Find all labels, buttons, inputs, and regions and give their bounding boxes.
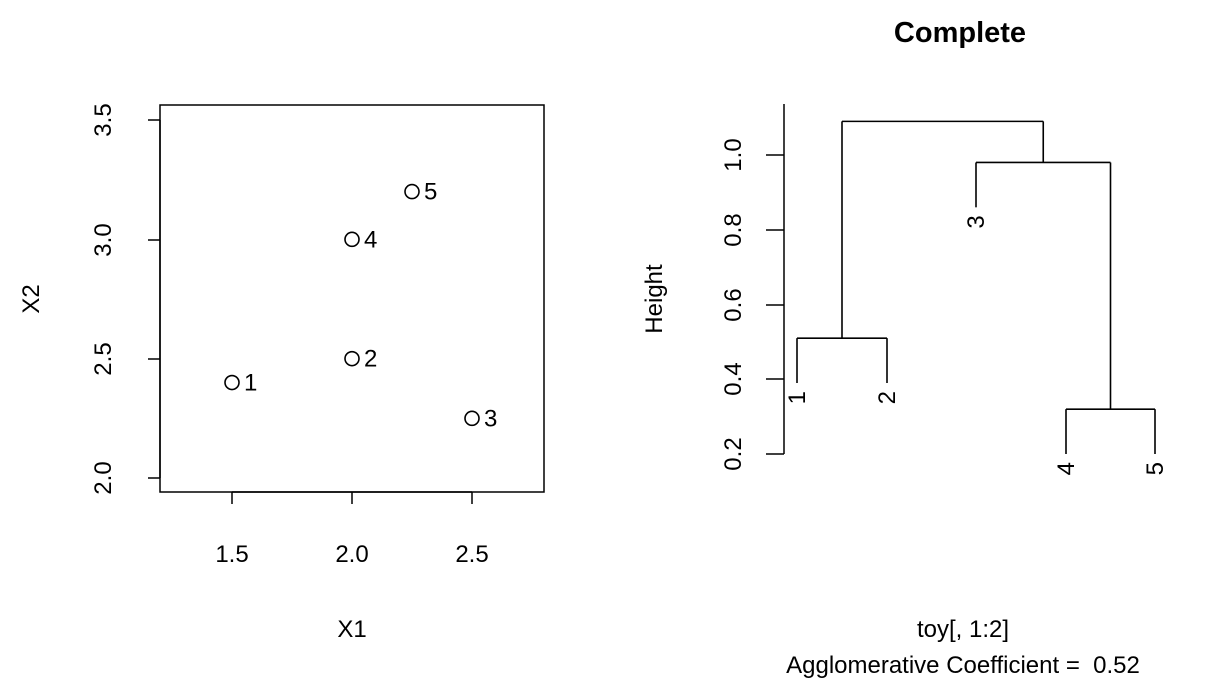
dendrogram-y-axis: 0.2 0.4 0.6 0.8 1.0 Height [641,104,785,471]
scatter-point-label: 5 [424,179,437,206]
scatter-x-axis-label: X1 [337,616,366,643]
scatter-y-tick-label: 3.5 [90,103,117,136]
scatter-point [224,374,240,391]
scatter-x-tick-label: 1.5 [215,541,248,568]
scatter-point-label: 1 [244,370,257,397]
dendrogram-leaf-label: 5 [1142,462,1169,475]
scatter-x-tick-label: 2.5 [455,541,488,568]
scatter-y-tick-label: 3.0 [90,223,117,256]
dendrogram-y-tick-label: 1.0 [720,138,747,171]
dendrogram-leaf-label: 1 [784,391,811,404]
dendrogram-y-axis-label: Height [641,264,668,334]
scatter-plot: 1.5 2.0 2.5 X1 2.0 2.5 3.0 3.5 X2 1 2 3 4 5 [18,103,545,643]
dendrogram-title: Complete [894,17,1026,49]
scatter-point-label: 4 [364,226,377,253]
scatter-y-axis: 2.0 2.5 3.0 3.5 X2 [18,103,161,495]
scatter-plot-box [159,104,545,493]
dendrogram-branches [796,120,1156,454]
scatter-x-tick-label: 2.0 [335,541,368,568]
dendrogram-x-axis-label: toy[, 1:2] [917,616,1009,643]
agglomerative-coefficient: Agglomerative Coefficient = 0.52 [786,652,1140,679]
scatter-x-axis: 1.5 2.0 2.5 X1 [215,491,489,643]
scatter-y-tick-label: 2.0 [90,461,117,494]
scatter-y-tick-label: 2.5 [90,342,117,375]
dendrogram-leaf-label: 2 [874,391,901,404]
dendrogram-y-tick-label: 0.4 [720,362,747,395]
scatter-point [464,410,480,427]
scatter-point [344,350,360,367]
scatter-y-axis-label: X2 [18,284,45,313]
dendrogram-y-tick-label: 0.2 [720,437,747,470]
scatter-point [404,183,420,200]
dendrogram-y-tick-label: 0.6 [720,288,747,321]
scatter-points: 1 2 3 4 5 [224,179,497,432]
dendrogram-leaf-label: 3 [963,215,990,228]
dendrogram-leaves: 4 5 1 2 3 [784,215,1169,475]
dendrogram: Complete 0.2 0.4 0.6 0.8 1.0 Height 4 5 1 2… [641,17,1169,679]
scatter-point [344,231,360,248]
scatter-point-label: 2 [364,346,377,373]
scatter-point-label: 3 [484,405,497,432]
dendrogram-y-tick-label: 0.8 [720,213,747,246]
dendrogram-leaf-label: 4 [1053,462,1080,475]
